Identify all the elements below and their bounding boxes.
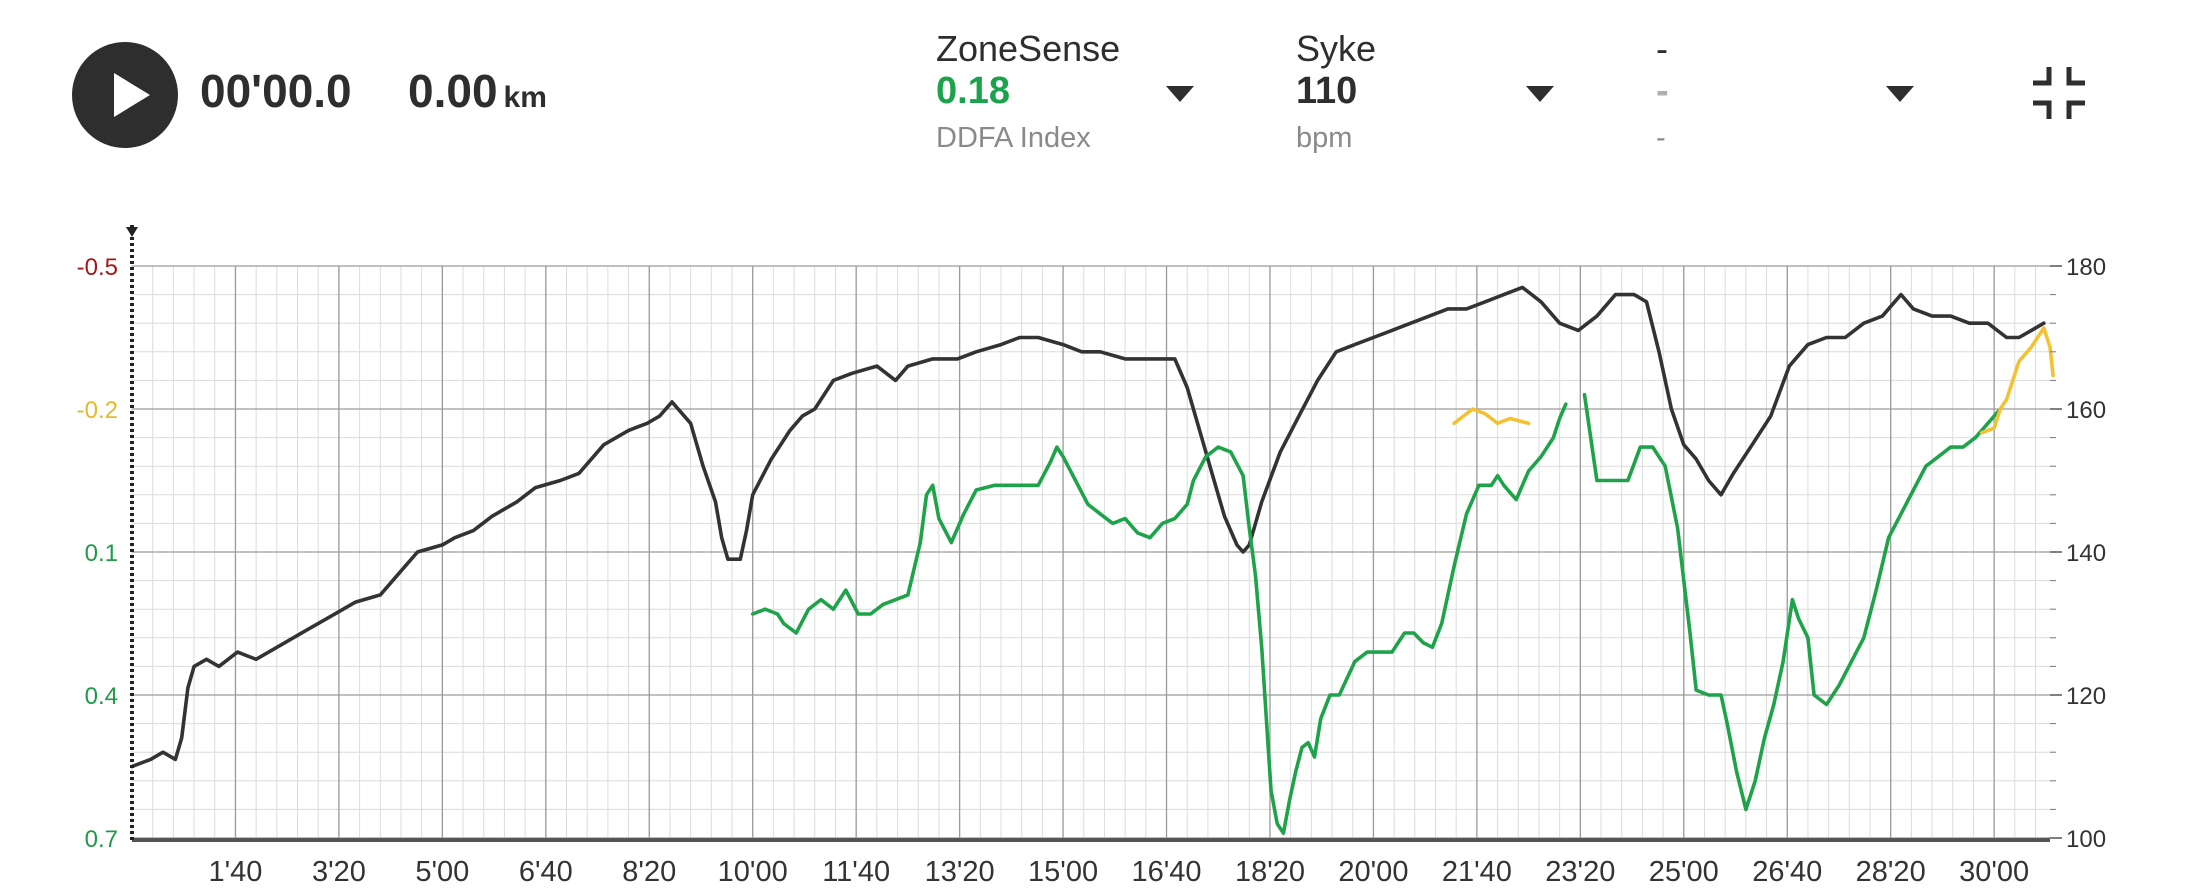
- right-axis-tick-label: 100: [2066, 826, 2106, 853]
- metric-selector-zonesense[interactable]: ZoneSense 0.18 DDFA Index: [936, 28, 1256, 158]
- zonesense-line: [1582, 392, 2003, 812]
- x-axis-tick-label: 20'00: [1338, 856, 1408, 888]
- x-axis-tick-label: 30'00: [1959, 856, 2029, 888]
- left-axis-tick-label: -0.2: [77, 397, 118, 424]
- metric-subtitle: DDFA Index: [936, 122, 1091, 154]
- right-axis-tick-label: 120: [2066, 683, 2106, 710]
- x-axis-ticks: 1'40 3'20 5'00 6'40 8'20 10'00 11'40 13'20 15'00…: [208, 856, 2029, 888]
- exit-fullscreen-button[interactable]: [2030, 64, 2088, 122]
- axes-layer: [126, 225, 2050, 842]
- x-axis-tick-label: 3'20: [312, 856, 366, 888]
- grid-major: [132, 265, 2050, 839]
- right-axis-tick-label: 180: [2066, 254, 2106, 281]
- x-axis-tick-label: 25'00: [1649, 856, 1719, 888]
- right-axis-tick-label: 140: [2066, 540, 2106, 567]
- x-axis-tick-label: 26'40: [1752, 856, 1822, 888]
- exit-fullscreen-icon: [2033, 67, 2085, 119]
- right-axis-ticks: 180 160 140 120 100: [2050, 254, 2106, 853]
- playhead-handle[interactable]: [126, 227, 138, 237]
- distance-value: 0.00: [408, 65, 498, 117]
- metric-subtitle: -: [1656, 122, 1666, 154]
- metric-subtitle: bpm: [1296, 122, 1353, 154]
- left-axis-tick-label: 0.1: [85, 540, 118, 567]
- metric-selector-empty[interactable]: - - -: [1656, 28, 1976, 158]
- x-axis-tick-label: 18'20: [1235, 856, 1305, 888]
- x-axis-tick-label: 16'40: [1131, 856, 1201, 888]
- zonesense-line: [750, 402, 1568, 836]
- x-axis-tick-label: 11'40: [822, 856, 890, 888]
- metric-title: ZoneSense: [936, 28, 1121, 69]
- chart: -0.5 -0.2 0.1 0.4 0.7 180 160 140 120 100 1'40 3'…: [77, 225, 2106, 888]
- x-axis-tick-label: 15'00: [1028, 856, 1098, 888]
- right-axis-tick-label: 160: [2066, 397, 2106, 424]
- elapsed-time: 00'00.0: [200, 65, 352, 117]
- x-axis-tick-label: 5'00: [415, 856, 469, 888]
- metric-value: 110: [1296, 70, 1358, 112]
- left-axis-ticks: -0.5 -0.2 0.1 0.4 0.7: [77, 254, 118, 853]
- left-axis-tick-label: 0.7: [85, 826, 118, 853]
- metric-title: Syke: [1296, 28, 1377, 69]
- x-axis-tick-label: 8'20: [622, 856, 676, 888]
- chevron-down-icon[interactable]: [1526, 86, 1554, 102]
- x-axis-tick-label: 13'20: [925, 856, 995, 888]
- metric-value: 0.18: [936, 70, 1010, 112]
- chevron-down-icon[interactable]: [1166, 86, 1194, 102]
- play-icon: [114, 73, 150, 117]
- x-axis-tick-label: 21'40: [1442, 856, 1512, 888]
- x-axis-tick-label: 1'40: [208, 856, 262, 888]
- play-button[interactable]: [72, 42, 178, 148]
- left-axis-tick-label: 0.4: [85, 683, 118, 710]
- zonesense-high-line: [1979, 326, 2055, 435]
- zonesense-high-line: [1452, 407, 1531, 426]
- distance: 0.00 km: [408, 64, 547, 118]
- heart-rate-line: [130, 285, 2046, 769]
- x-axis-tick-label: 23'20: [1545, 856, 1615, 888]
- x-axis-tick-label: 10'00: [718, 856, 788, 888]
- series-layer: [130, 285, 2055, 836]
- metric-selector-heart-rate[interactable]: Syke 110 bpm: [1296, 28, 1616, 158]
- x-axis-tick-label: 6'40: [519, 856, 573, 888]
- x-axis-tick-label: 28'20: [1856, 856, 1926, 888]
- metric-value: -: [1656, 70, 1669, 112]
- chevron-down-icon[interactable]: [1886, 86, 1914, 102]
- left-axis-tick-label: -0.5: [77, 254, 118, 281]
- distance-unit: km: [503, 81, 547, 114]
- metric-title: -: [1656, 28, 1668, 69]
